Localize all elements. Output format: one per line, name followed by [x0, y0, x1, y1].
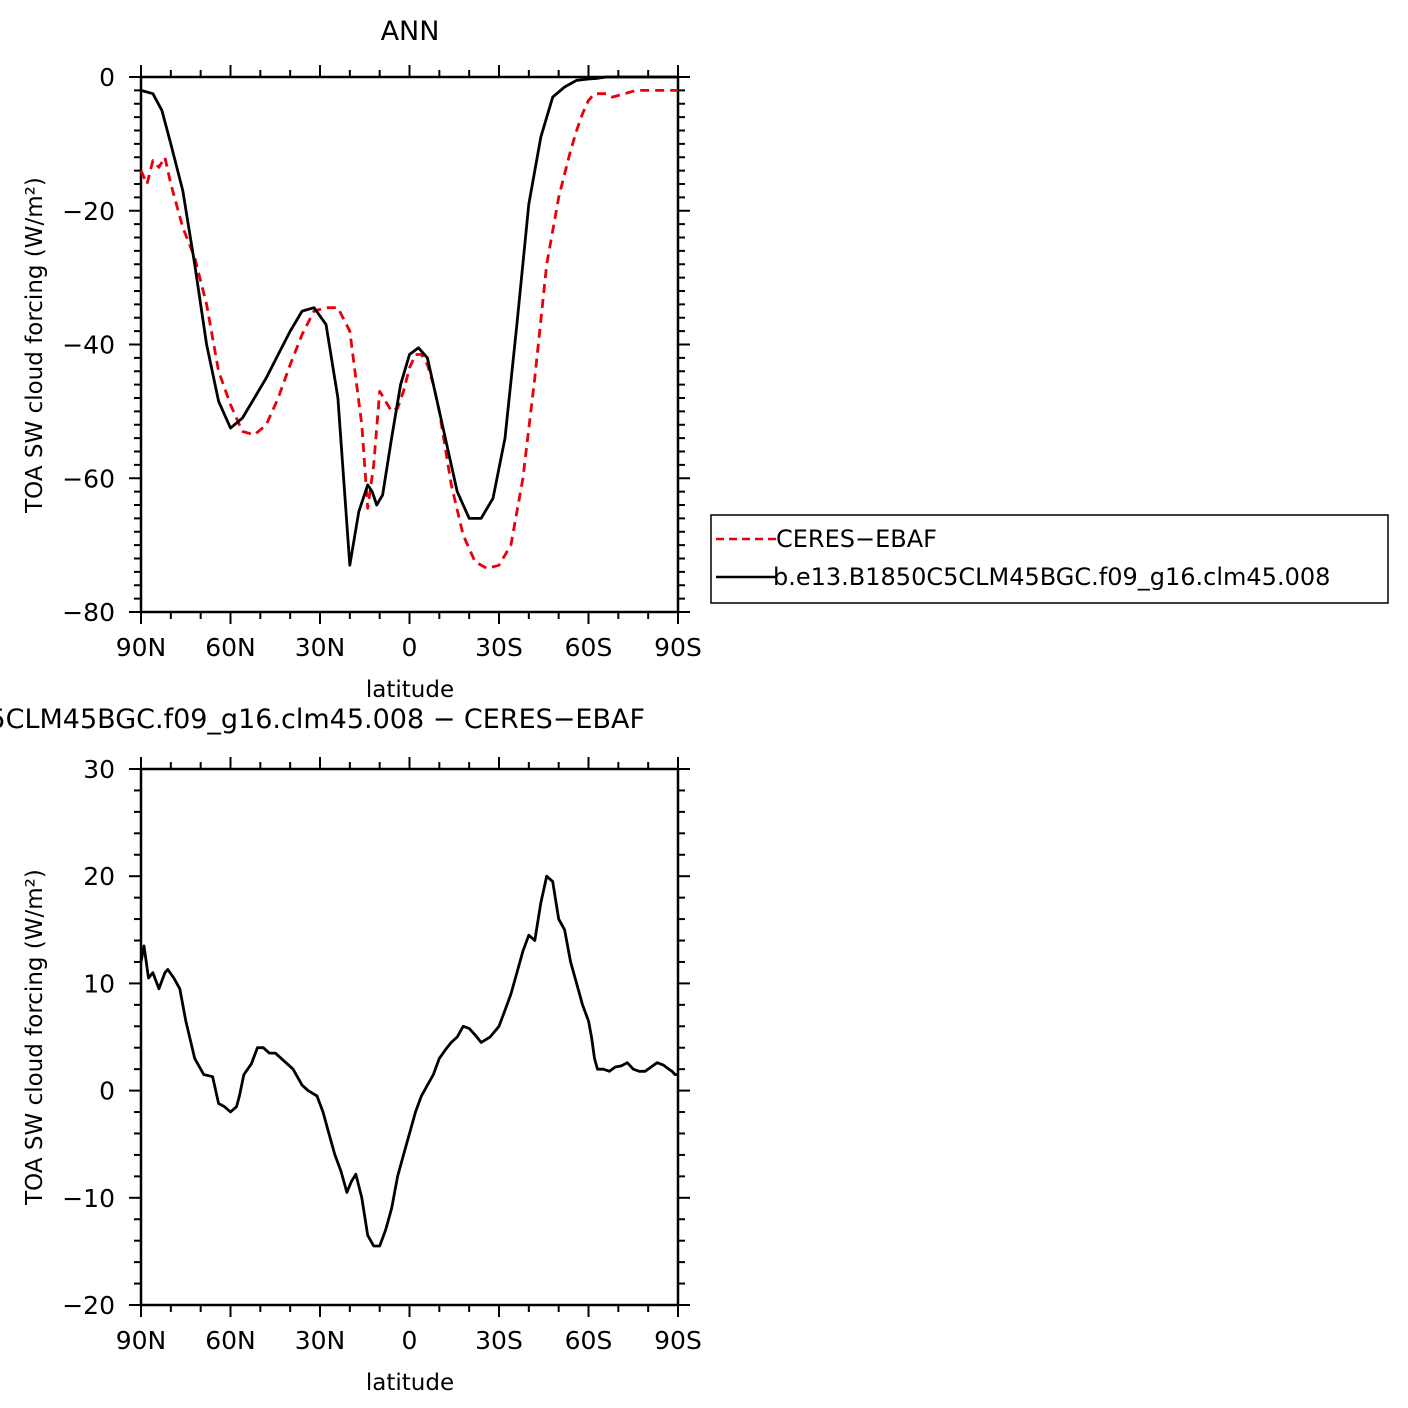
top-x-tick-label: 60N [205, 633, 256, 662]
top-y-tick-label: −80 [62, 598, 115, 627]
bottom-panel-y-axis-title: TOA SW cloud forcing (W/m²) [22, 869, 48, 1206]
bottom-panel-y-tick-labels: 30 20 10 0 −10 −20 [62, 755, 115, 1320]
bottom-y-tick-label: 30 [83, 755, 115, 784]
legend-frame [710, 514, 1389, 604]
top-y-tick-label: −40 [62, 331, 115, 360]
top-x-tick-label: 0 [402, 633, 418, 662]
bottom-y-tick-label: 0 [99, 1077, 115, 1106]
bottom-panel-x-tick-labels: 90N 60N 30N 0 30S 60S 90S [116, 1326, 702, 1355]
bottom-x-tick-label: 30N [295, 1326, 346, 1355]
bottom-panel-x-axis-title: latitude [366, 1370, 454, 1396]
top-panel-title: ANN [381, 16, 440, 47]
legend-label-ceres-ebaf: CERES−EBAF [776, 525, 937, 553]
bottom-x-tick-label: 60S [565, 1326, 613, 1355]
top-y-tick-label: −20 [62, 197, 115, 226]
bottom-panel-frame [139, 767, 680, 1307]
bottom-x-tick-label: 0 [402, 1326, 418, 1355]
top-panel-mean-curves: ANN 90N 60N 30N 0 30S 60S 90S 0 −20 −40 −60 −80 la… [22, 16, 702, 703]
top-series-line-1 [140, 75, 678, 567]
top-panel-y-axis-title: TOA SW cloud forcing (W/m²) [22, 177, 48, 514]
top-panel-ticks [129, 65, 690, 624]
top-panel-y-tick-labels: 0 −20 −40 −60 −80 [62, 63, 115, 627]
bottom-y-tick-label: −10 [62, 1184, 115, 1213]
bottom-y-tick-label: 20 [83, 862, 115, 891]
bottom-x-tick-label: 90S [654, 1326, 702, 1355]
top-x-tick-label: 60S [565, 633, 613, 662]
top-panel-x-tick-labels: 90N 60N 30N 0 30S 60S 90S [116, 633, 702, 662]
bottom-x-tick-label: 90N [116, 1326, 167, 1355]
top-y-tick-label: 0 [99, 63, 115, 92]
bottom-panel-ticks [129, 757, 690, 1317]
bottom-series-line-0 [139, 874, 678, 1248]
bottom-panel-series [139, 874, 678, 1248]
top-x-tick-label: 30N [295, 633, 346, 662]
top-x-tick-label: 30S [475, 633, 523, 662]
top-panel-x-axis-title: latitude [366, 677, 454, 703]
legend-label-model: b.e13.B1850C5CLM45BGC.f09_g16.clm45.008 [773, 563, 1330, 591]
bottom-panel-title: b.e13.B1850C5CLM45BGC.f09_g16.clm45.008 … [0, 704, 645, 735]
top-panel-series [139, 75, 678, 570]
top-panel-frame [139, 75, 680, 614]
bottom-y-tick-label: 10 [83, 969, 115, 998]
top-x-tick-label: 90S [654, 633, 702, 662]
top-series-line-0 [139, 89, 678, 570]
bottom-panel-difference: b.e13.B1850C5CLM45BGC.f09_g16.clm45.008 … [0, 704, 702, 1396]
bottom-x-tick-label: 60N [205, 1326, 256, 1355]
top-x-tick-label: 90N [116, 633, 167, 662]
bottom-x-tick-label: 30S [475, 1326, 523, 1355]
legend: CERES−EBAF b.e13.B1850C5CLM45BGC.f09_g16… [710, 514, 1389, 604]
top-y-tick-label: −60 [62, 464, 115, 493]
bottom-y-tick-label: −20 [62, 1291, 115, 1320]
